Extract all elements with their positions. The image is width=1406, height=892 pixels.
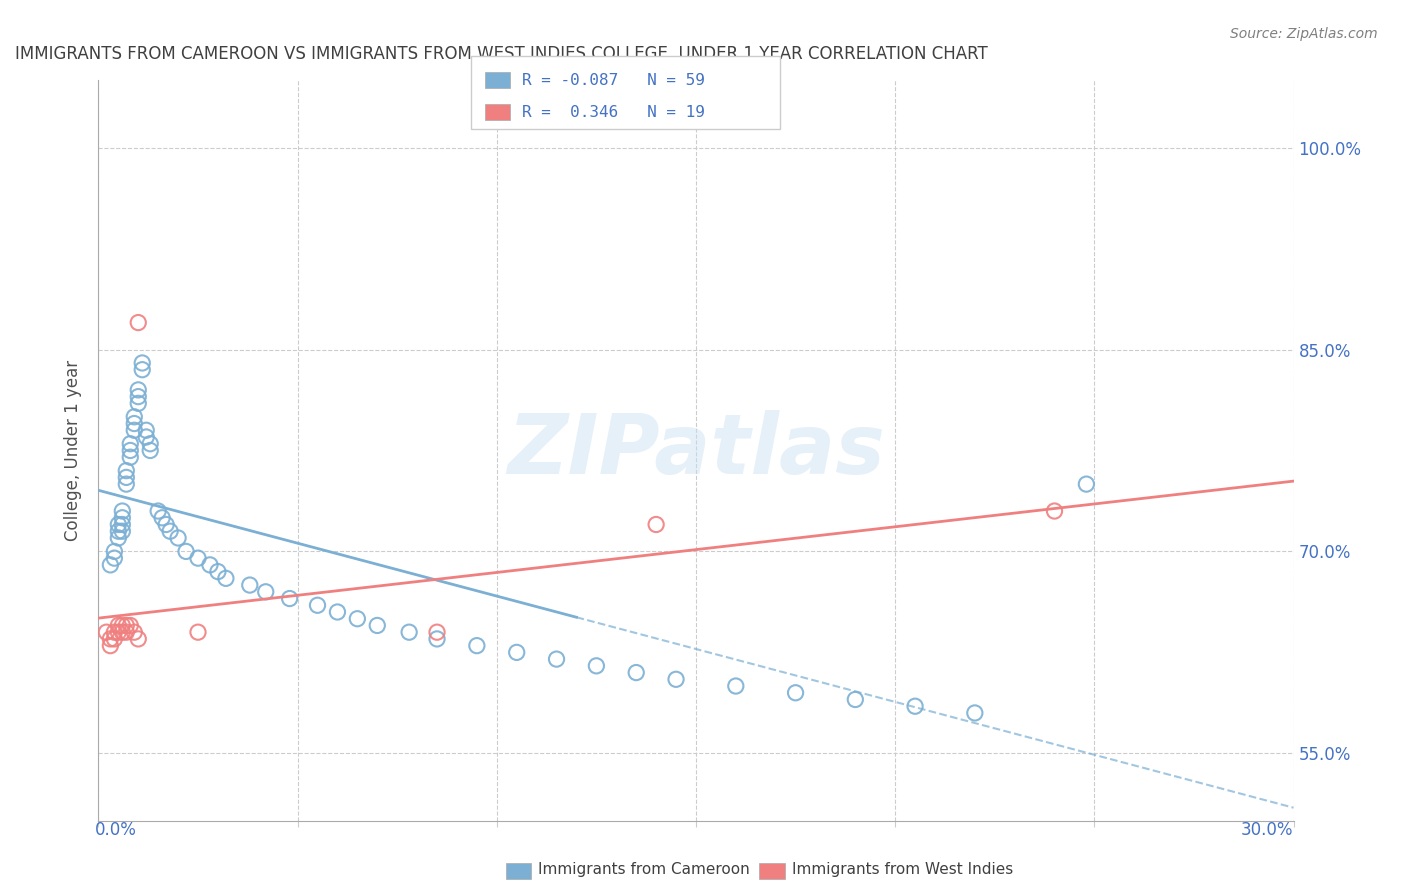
- Point: [124, 423, 146, 437]
- Point: [139, 436, 162, 450]
- Point: [187, 625, 209, 640]
- Point: [167, 531, 190, 545]
- Point: [111, 524, 134, 539]
- Point: [115, 464, 138, 478]
- Point: [127, 396, 149, 410]
- Point: [155, 517, 177, 532]
- Point: [115, 470, 138, 484]
- Point: [103, 551, 125, 566]
- Point: [278, 591, 301, 606]
- Text: IMMIGRANTS FROM CAMEROON VS IMMIGRANTS FROM WEST INDIES COLLEGE, UNDER 1 YEAR CO: IMMIGRANTS FROM CAMEROON VS IMMIGRANTS F…: [15, 45, 987, 63]
- Point: [346, 612, 368, 626]
- Point: [131, 362, 153, 376]
- Point: [150, 510, 173, 524]
- Point: [103, 544, 125, 558]
- Point: [107, 625, 129, 640]
- Point: [107, 517, 129, 532]
- Point: [215, 571, 238, 585]
- Point: [115, 618, 138, 632]
- Point: [120, 618, 142, 632]
- Point: [465, 639, 488, 653]
- Point: [904, 699, 927, 714]
- Point: [127, 390, 149, 404]
- Point: [107, 524, 129, 539]
- Point: [665, 673, 688, 687]
- Point: [546, 652, 568, 666]
- Point: [131, 356, 153, 370]
- Point: [398, 625, 420, 640]
- Text: Immigrants from Cameroon: Immigrants from Cameroon: [538, 863, 751, 877]
- Point: [115, 625, 138, 640]
- Point: [326, 605, 349, 619]
- Text: 30.0%: 30.0%: [1241, 821, 1294, 838]
- Point: [120, 436, 142, 450]
- Point: [103, 625, 125, 640]
- Point: [785, 686, 807, 700]
- Text: Source: ZipAtlas.com: Source: ZipAtlas.com: [1230, 27, 1378, 41]
- Point: [98, 558, 122, 572]
- Point: [506, 645, 529, 659]
- Point: [626, 665, 648, 680]
- Point: [111, 618, 134, 632]
- Point: [127, 632, 149, 646]
- Point: [115, 477, 138, 491]
- Point: [1076, 477, 1098, 491]
- Text: 0.0%: 0.0%: [94, 821, 136, 838]
- Point: [124, 625, 146, 640]
- Point: [124, 417, 146, 431]
- Point: [107, 531, 129, 545]
- Point: [124, 409, 146, 424]
- Point: [107, 618, 129, 632]
- Point: [135, 430, 157, 444]
- Point: [174, 544, 197, 558]
- Y-axis label: College, Under 1 year: College, Under 1 year: [65, 359, 83, 541]
- Point: [98, 632, 122, 646]
- Point: [103, 632, 125, 646]
- Point: [120, 450, 142, 465]
- Point: [148, 504, 170, 518]
- Point: [207, 565, 229, 579]
- Point: [1043, 504, 1066, 518]
- Text: ZIPatlas: ZIPatlas: [508, 410, 884, 491]
- Point: [724, 679, 747, 693]
- Point: [127, 316, 149, 330]
- Point: [135, 423, 157, 437]
- Point: [963, 706, 986, 720]
- Point: [187, 551, 209, 566]
- Point: [239, 578, 262, 592]
- Point: [96, 625, 118, 640]
- Text: R = -0.087   N = 59: R = -0.087 N = 59: [522, 73, 704, 87]
- Point: [127, 383, 149, 397]
- Text: Immigrants from West Indies: Immigrants from West Indies: [792, 863, 1012, 877]
- Point: [844, 692, 866, 706]
- Point: [159, 524, 181, 539]
- Point: [111, 625, 134, 640]
- Point: [366, 618, 388, 632]
- Point: [426, 632, 449, 646]
- Point: [111, 510, 134, 524]
- Point: [111, 517, 134, 532]
- Point: [585, 658, 607, 673]
- Point: [645, 517, 668, 532]
- Point: [254, 584, 277, 599]
- Point: [307, 599, 329, 613]
- Point: [426, 625, 449, 640]
- Point: [198, 558, 221, 572]
- Point: [120, 443, 142, 458]
- Point: [111, 504, 134, 518]
- Text: R =  0.346   N = 19: R = 0.346 N = 19: [522, 105, 704, 120]
- Point: [98, 639, 122, 653]
- Point: [139, 443, 162, 458]
